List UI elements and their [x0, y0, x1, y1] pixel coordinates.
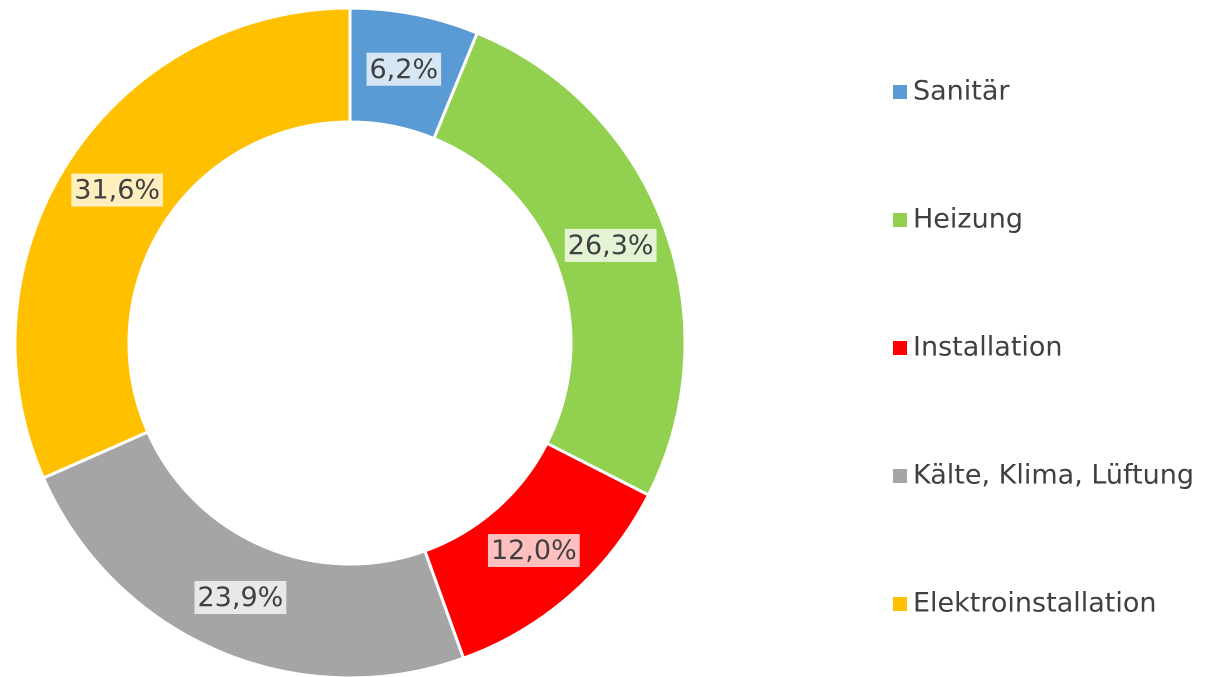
data-label: 6,2%	[370, 54, 439, 85]
donut-segment	[431, 31, 687, 498]
legend-label: Sanitär	[913, 76, 1010, 107]
legend-swatch	[893, 213, 907, 227]
data-label-group: 12,0%	[487, 534, 580, 568]
data-label-bg	[71, 173, 164, 207]
legend-swatch	[893, 341, 907, 355]
legend-label: Kälte, Klima, Lüftung	[913, 460, 1194, 491]
legend-label: Elektroinstallation	[913, 588, 1157, 619]
data-label-group: 6,2%	[366, 52, 442, 86]
legend-swatch	[893, 85, 907, 99]
data-label-bg	[194, 580, 287, 614]
data-label: 23,9%	[198, 582, 284, 613]
data-label-bg	[564, 228, 657, 262]
data-label: 12,0%	[491, 535, 577, 566]
legend-swatch	[893, 469, 907, 483]
donut-segment	[13, 6, 352, 480]
legend-label: Heizung	[913, 204, 1023, 235]
legend-label: Installation	[913, 332, 1063, 363]
data-label-bg	[366, 52, 442, 86]
data-label-bg	[487, 534, 580, 568]
data-label: 26,3%	[568, 230, 654, 261]
data-label-group: 31,6%	[71, 173, 164, 207]
data-label: 31,6%	[74, 175, 160, 206]
donut-segment	[41, 430, 466, 677]
data-label-group: 26,3%	[564, 228, 657, 262]
legend-swatch	[893, 597, 907, 611]
data-label-group: 23,9%	[194, 580, 287, 614]
